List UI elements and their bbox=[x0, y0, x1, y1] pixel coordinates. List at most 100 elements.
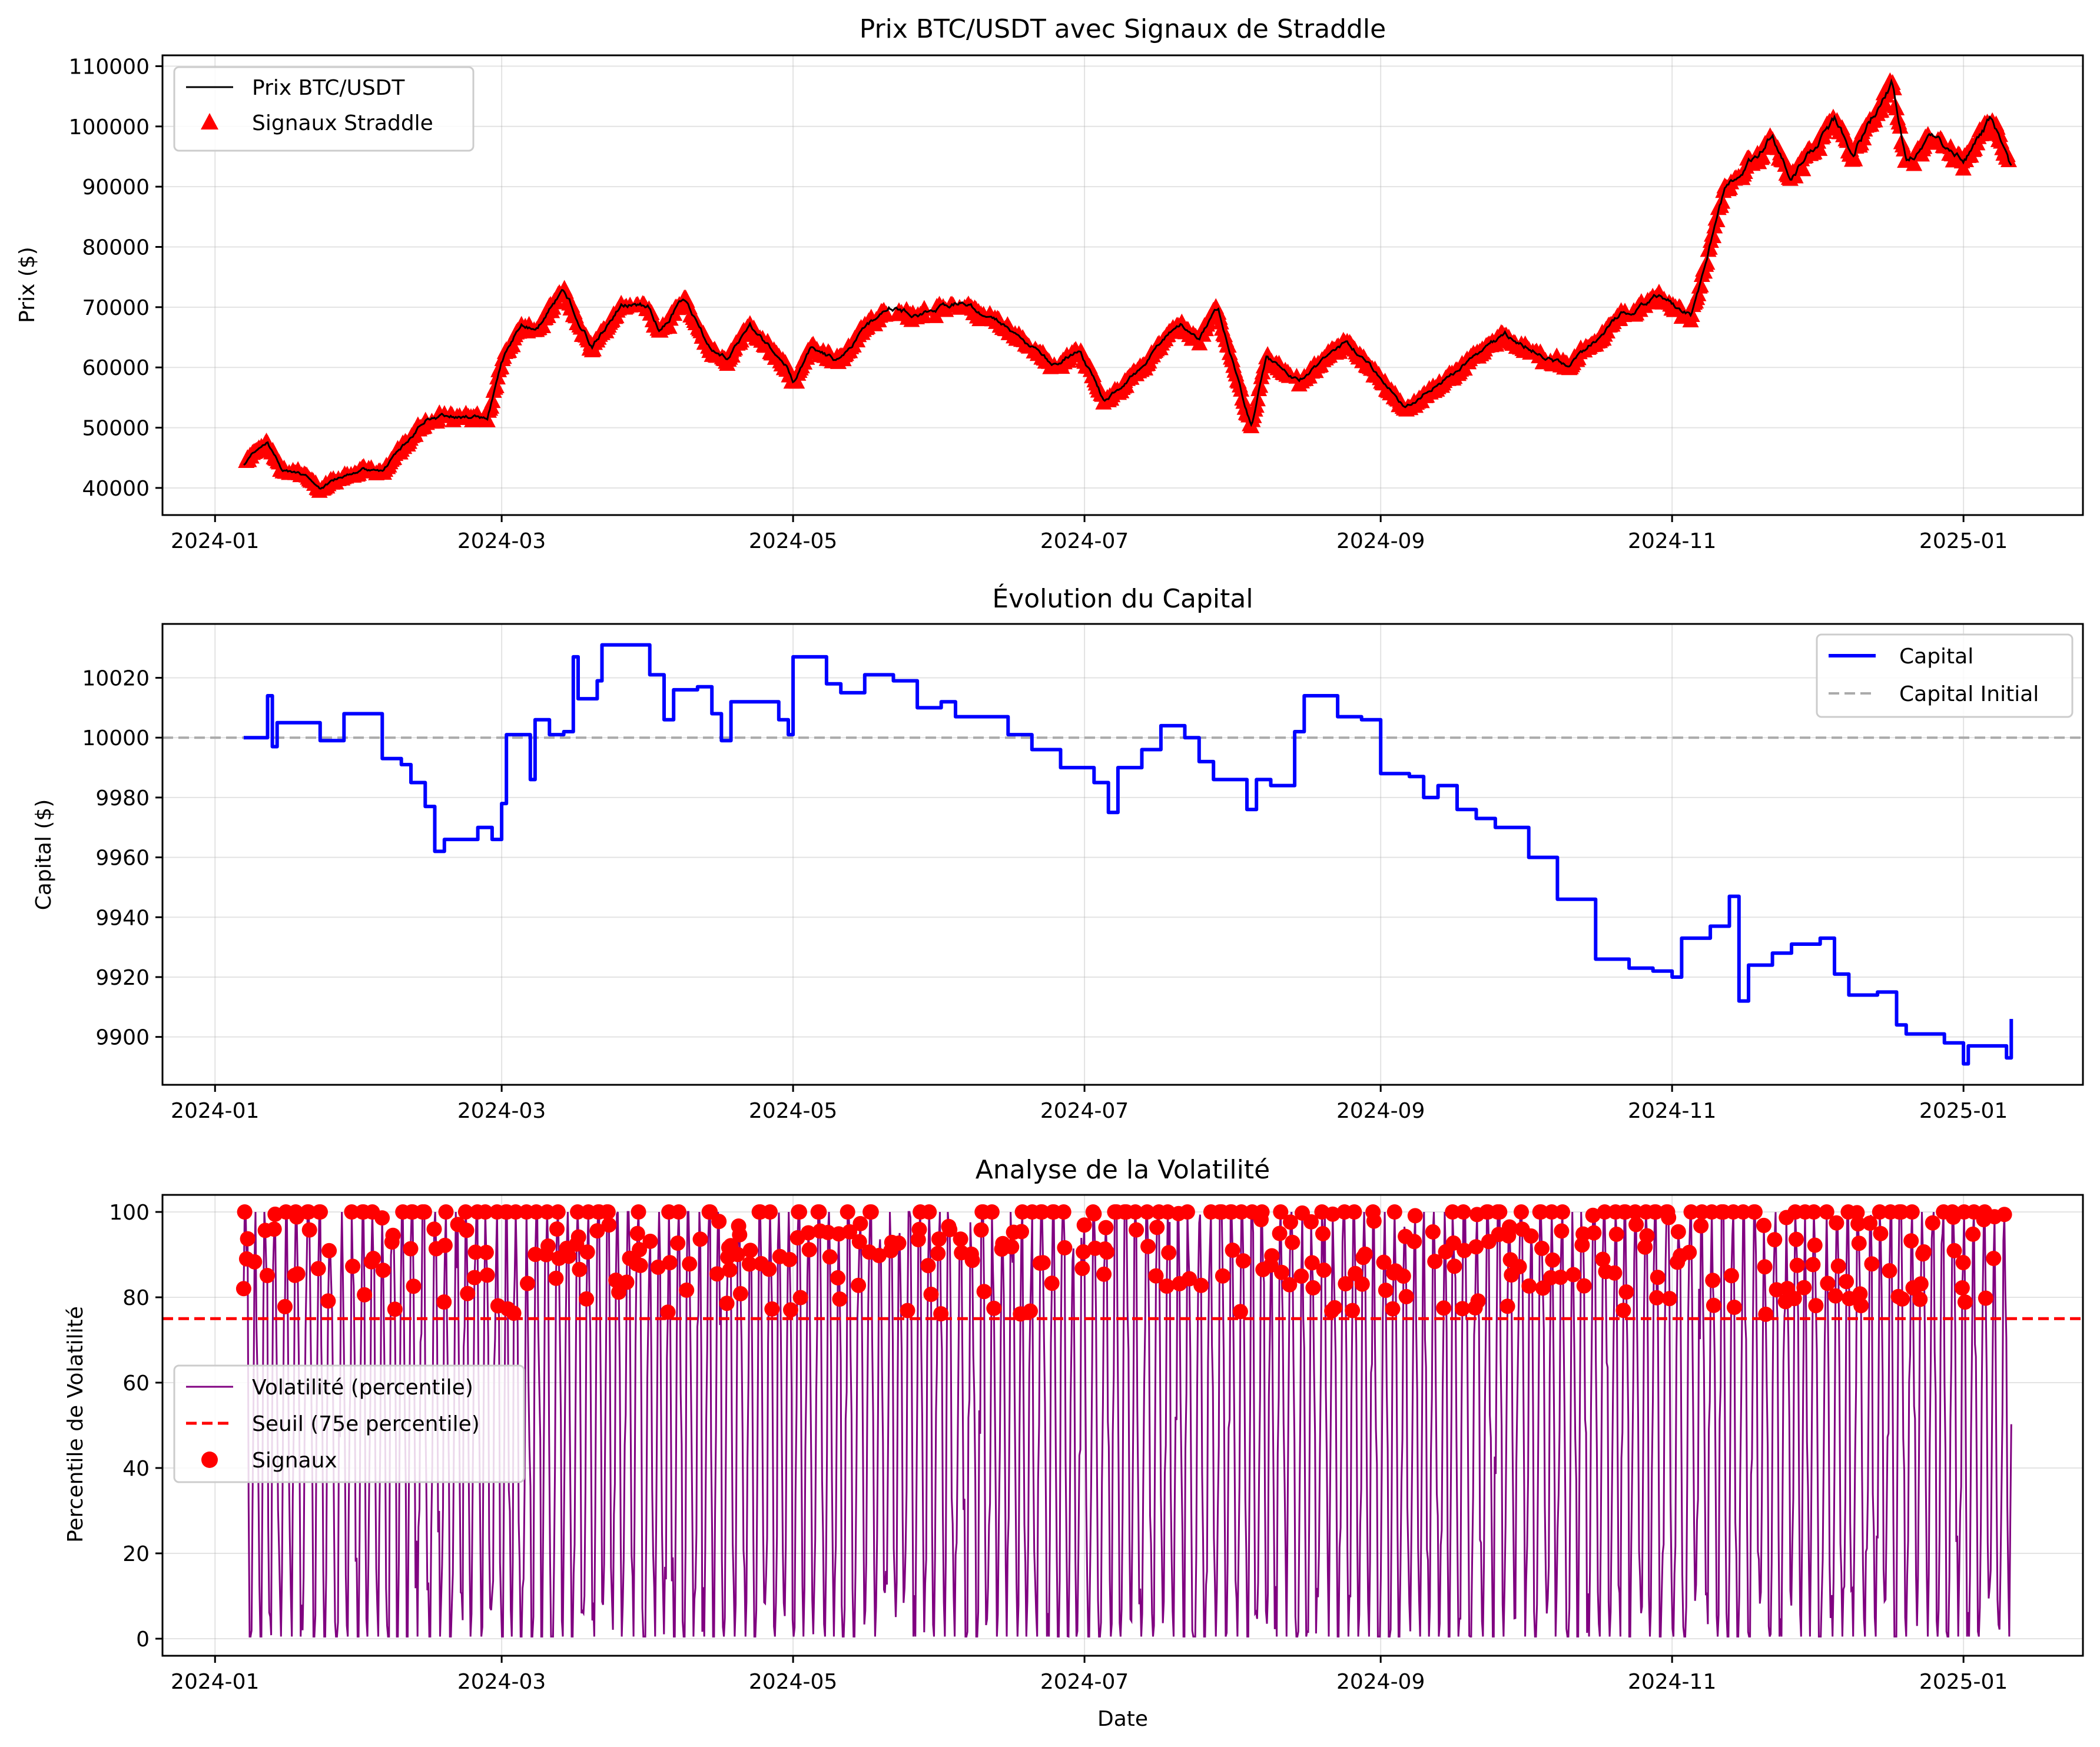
volatility-signal-dot bbox=[1023, 1303, 1038, 1319]
volatility-signal-dot bbox=[600, 1204, 616, 1220]
x-tick-label: 2024-01 bbox=[171, 1099, 259, 1123]
volatility-signal-dot bbox=[722, 1262, 738, 1278]
volatility-signal-dot bbox=[662, 1255, 678, 1271]
volatility-signal-dot bbox=[1305, 1280, 1321, 1296]
capital-chart-title: Évolution du Capital bbox=[992, 583, 1253, 614]
x-tick-label: 2024-01 bbox=[171, 529, 259, 553]
volatility-signal-dot bbox=[1283, 1214, 1298, 1230]
volatility-signal-dot bbox=[549, 1221, 565, 1237]
volatility-signal-dot bbox=[1004, 1239, 1020, 1255]
volatility-signal-dot bbox=[1056, 1204, 1071, 1220]
volatility-signal-dot bbox=[1193, 1277, 1209, 1293]
volatility-signal-dot bbox=[1904, 1204, 1920, 1220]
volatility-legend-box bbox=[173, 1364, 525, 1483]
volatility-signal-dot bbox=[540, 1238, 556, 1254]
volatility-signal-dot bbox=[1996, 1207, 2012, 1223]
straddle-signal-marker bbox=[1191, 334, 1208, 351]
straddle-signal-marker bbox=[1754, 148, 1771, 164]
capital-y-ticks: 9900 9920 9940 9960 9980 10000 10020 bbox=[82, 667, 162, 1050]
volatility-signal-dot bbox=[1864, 1256, 1880, 1272]
volatility-signal-dot bbox=[1345, 1303, 1361, 1318]
volatility-signal-dot bbox=[1455, 1204, 1471, 1220]
volatility-signal-dot bbox=[1427, 1254, 1443, 1270]
volatility-signal-dot bbox=[477, 1204, 493, 1220]
x-tick-label: 2024-05 bbox=[749, 1099, 837, 1123]
x-tick-label: 2024-09 bbox=[1336, 1670, 1425, 1694]
y-tick-label: 9920 bbox=[95, 966, 150, 990]
volatility-signal-dot bbox=[570, 1229, 586, 1245]
volatility-signal-dot bbox=[732, 1227, 748, 1243]
x-tick-label: 2025-01 bbox=[1919, 1670, 2008, 1694]
volatility-signal-dot bbox=[742, 1243, 758, 1258]
y-tick-label: 20 bbox=[122, 1542, 150, 1566]
volatility-signal-dot bbox=[1182, 1271, 1197, 1287]
volatility-signal-dot bbox=[1325, 1206, 1341, 1222]
volatility-signal-dot bbox=[792, 1204, 807, 1220]
signal-legend-label: Signaux Straddle bbox=[252, 111, 433, 135]
volatility-signal-dot bbox=[632, 1242, 648, 1258]
capital-legend-label: Capital bbox=[1899, 645, 1973, 669]
volatility-signal-dot bbox=[964, 1253, 980, 1268]
volatility-signal-dot bbox=[1796, 1280, 1812, 1296]
volatility-signal-dot bbox=[842, 1224, 858, 1240]
y-tick-label: 110000 bbox=[69, 55, 150, 79]
volatility-signal-dot bbox=[1758, 1306, 1774, 1322]
volatility-signal-dot bbox=[548, 1270, 564, 1286]
volatility-signal-dot bbox=[1215, 1268, 1230, 1284]
volatility-signal-dot bbox=[1233, 1204, 1249, 1220]
volatility-signal-dot bbox=[973, 1222, 989, 1238]
volatility-signal-dot bbox=[457, 1204, 473, 1220]
volatility-signal-dot bbox=[1597, 1204, 1613, 1220]
volatility-signal-dot bbox=[310, 1261, 326, 1277]
volatility-signal-dot bbox=[466, 1270, 482, 1286]
volatility-signal-dot bbox=[601, 1217, 617, 1233]
volatility-signal-dot bbox=[1670, 1224, 1686, 1240]
volatility-signal-dot bbox=[1576, 1278, 1592, 1294]
capital-y-label: Capital ($) bbox=[32, 799, 56, 911]
volatility-signal-dot bbox=[953, 1231, 968, 1247]
price-grid bbox=[162, 55, 2083, 515]
volatility-signal-dot bbox=[921, 1204, 937, 1220]
y-tick-label: 60 bbox=[122, 1371, 150, 1396]
volatility-signal-dot bbox=[1954, 1280, 1970, 1296]
volatility-signal-dot bbox=[840, 1204, 855, 1220]
volatility-signal-dot bbox=[1179, 1204, 1195, 1220]
volatility-signal-dot bbox=[1139, 1204, 1155, 1220]
y-tick-label: 9980 bbox=[95, 786, 150, 811]
volatility-signal-dot bbox=[1862, 1215, 1878, 1231]
volatility-signal-dot bbox=[437, 1237, 453, 1253]
volatility-signal-dot bbox=[1264, 1248, 1280, 1264]
volatility-signal-dot bbox=[1957, 1294, 1973, 1310]
volatility-signal-dot bbox=[1661, 1291, 1677, 1307]
volatility-signal-dot bbox=[290, 1266, 306, 1282]
volatility-signal-dot bbox=[459, 1223, 475, 1238]
volatility-signal-dot bbox=[783, 1302, 798, 1318]
y-tick-label: 80 bbox=[122, 1286, 150, 1310]
volatility-signal-dot bbox=[528, 1247, 543, 1263]
volatility-x-label: Date bbox=[1097, 1707, 1148, 1731]
volatility-signal-dot bbox=[852, 1215, 868, 1231]
volatility-signal-dot bbox=[1470, 1293, 1486, 1309]
volatility-signal-dot bbox=[1893, 1204, 1909, 1220]
volatility-signal-dot bbox=[1447, 1258, 1462, 1274]
volatility-signal-dot bbox=[1545, 1252, 1561, 1268]
price-line bbox=[243, 78, 2012, 490]
volatility-signal-dot bbox=[729, 1247, 745, 1263]
volatility-signal-dot bbox=[761, 1261, 777, 1277]
volatility-signal-dot bbox=[1757, 1259, 1773, 1275]
volatility-signal-dot bbox=[1565, 1267, 1581, 1283]
price-legend-label: Prix BTC/USDT bbox=[252, 76, 405, 100]
volatility-signal-dot bbox=[1756, 1217, 1771, 1233]
volatility-signal-dot bbox=[1074, 1260, 1090, 1276]
price-chart: 2024-01 2024-03 2024-05 2024-07 2024-09 2024-… bbox=[15, 14, 2084, 553]
volatility-signal-dot bbox=[1161, 1245, 1177, 1261]
volatility-signal-dot bbox=[1304, 1255, 1320, 1271]
straddle-signal-marker bbox=[1811, 140, 1828, 156]
volatility-legend-label: Volatilité (percentile) bbox=[252, 1376, 473, 1400]
volatility-signal-dot bbox=[1338, 1276, 1353, 1291]
volatility-signal-dot bbox=[247, 1254, 263, 1270]
volatility-signal-dot bbox=[1445, 1204, 1461, 1220]
volatility-signal-dot bbox=[1872, 1204, 1887, 1220]
volatility-signal-dot bbox=[1637, 1239, 1653, 1255]
volatility-signal-dot bbox=[1555, 1204, 1570, 1220]
